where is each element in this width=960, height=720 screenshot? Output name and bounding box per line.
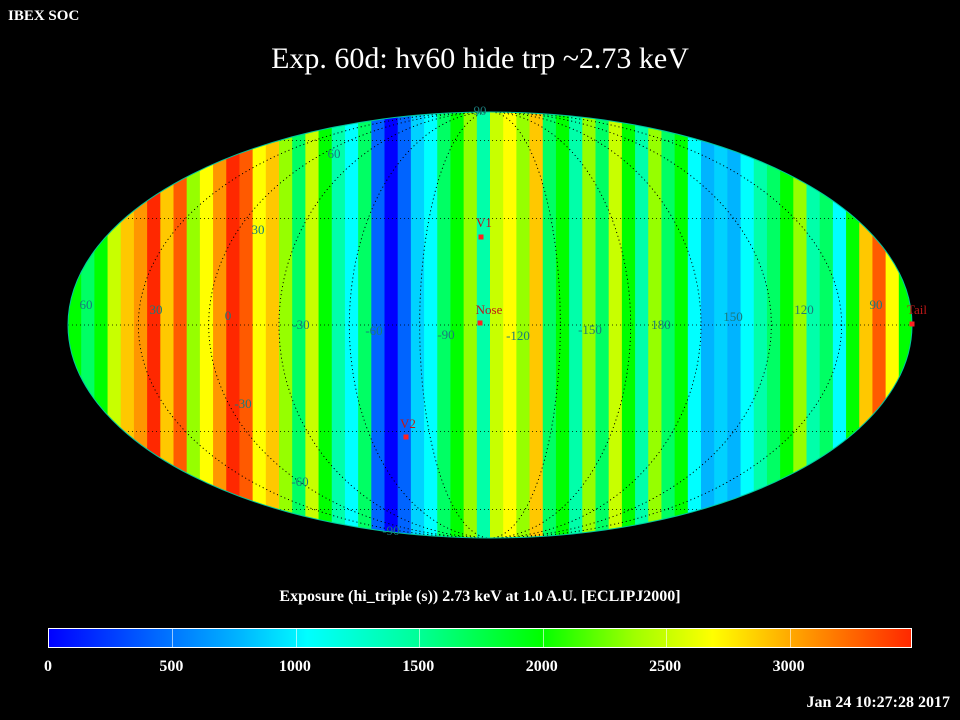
exposure-strip xyxy=(239,112,254,538)
exposure-strip xyxy=(424,112,438,538)
exposure-strip xyxy=(147,112,161,538)
marker-label: Tail xyxy=(907,302,927,317)
marker-label: Nose xyxy=(476,302,503,317)
colorbar-divider xyxy=(666,629,668,647)
meridian-line xyxy=(348,112,632,538)
latitude-label: 60 xyxy=(328,146,341,161)
longitude-label: 30 xyxy=(150,302,163,317)
sky-map: 60 30 0 -30 -60 -90 -120 -150 180 150 120 90 90 60 30 -… xyxy=(67,103,927,539)
latitude-label: -60 xyxy=(291,474,308,489)
longitude-label: 180 xyxy=(651,317,671,332)
colorbar-tick-label: 3000 xyxy=(772,658,805,675)
exposure-strip xyxy=(331,112,346,538)
exposure-strip xyxy=(819,112,834,538)
timestamp: Jan 24 10:27:28 2017 xyxy=(806,694,950,711)
page-title: Exp. 60d: hv60 hide trp ~2.73 keV xyxy=(271,42,689,75)
colorbar-tick-label: 2500 xyxy=(649,658,682,675)
exposure-strip xyxy=(859,112,874,538)
meridian-line xyxy=(208,112,772,538)
exposure-strip xyxy=(687,112,702,538)
longitude-label: 90 xyxy=(870,297,883,312)
exposure-strip xyxy=(292,112,306,538)
exposure-strip xyxy=(186,112,201,538)
longitude-label: -150 xyxy=(578,322,602,337)
exposure-strips xyxy=(68,112,912,538)
colorbar-divider xyxy=(419,629,421,647)
colorbar-tick-label: 500 xyxy=(159,658,184,675)
latitude-label: 30 xyxy=(252,222,265,237)
colorbar-tick-label: 1000 xyxy=(278,658,311,675)
colorbar-tick-label: 0 xyxy=(44,658,52,675)
marker-dot xyxy=(477,320,483,326)
exposure-strip xyxy=(160,112,175,538)
exposure-strip xyxy=(68,112,82,538)
colorbar-divider xyxy=(295,629,297,647)
exposure-strip xyxy=(463,112,478,538)
longitude-label: 0 xyxy=(225,308,232,323)
exposure-strip xyxy=(766,112,781,538)
longitude-label: 120 xyxy=(794,302,814,317)
colorbar-divider xyxy=(172,629,174,647)
latitude-label: -30 xyxy=(234,396,251,411)
longitude-label: -60 xyxy=(365,323,382,338)
exposure-strip xyxy=(410,112,425,538)
meridian-line xyxy=(137,112,843,538)
longitude-label: 150 xyxy=(723,309,743,324)
exposure-strip xyxy=(780,112,794,538)
marker-dot xyxy=(909,321,915,327)
colorbar-tick-label: 2000 xyxy=(525,658,558,675)
exposure-strip xyxy=(199,112,214,538)
exposure-strip xyxy=(648,112,663,538)
exposure-strip xyxy=(371,112,386,538)
latitude-label: -90 xyxy=(382,523,399,538)
exposure-strip xyxy=(595,112,610,538)
longitude-label: 60 xyxy=(80,297,93,312)
colorbar-divider xyxy=(542,629,544,647)
grid-labels: 60 30 0 -30 -60 -90 -120 -150 180 150 120 90 90 60 30 -… xyxy=(80,103,883,538)
exposure-strip xyxy=(384,112,399,538)
exposure-strip xyxy=(279,112,293,538)
exposure-strip xyxy=(503,112,517,538)
exposure-strip xyxy=(516,112,531,538)
colorbar-title: Exposure (hi_triple (s)) 2.73 keV at 1.0… xyxy=(279,588,681,605)
marker-dot xyxy=(403,434,409,440)
colorbar xyxy=(48,628,912,648)
longitude-label: -120 xyxy=(506,328,530,343)
marker-dot xyxy=(478,234,484,240)
exposure-strip xyxy=(555,112,570,538)
colorbar-tick-label: 1500 xyxy=(402,658,435,675)
longitude-label: -90 xyxy=(437,327,454,342)
exposure-strip xyxy=(635,112,649,538)
marker-label: V2 xyxy=(400,416,416,431)
exposure-strip xyxy=(727,112,742,538)
latitude-label: 90 xyxy=(474,103,487,118)
longitude-label: -30 xyxy=(292,317,309,332)
exposure-strip xyxy=(542,112,557,538)
markers: V1 Nose V2 Tail xyxy=(400,215,927,440)
marker-label: V1 xyxy=(476,215,492,230)
colorbar-divider xyxy=(789,629,791,647)
soc-label: IBEX SOC xyxy=(8,8,80,24)
exposure-strip xyxy=(107,112,122,538)
